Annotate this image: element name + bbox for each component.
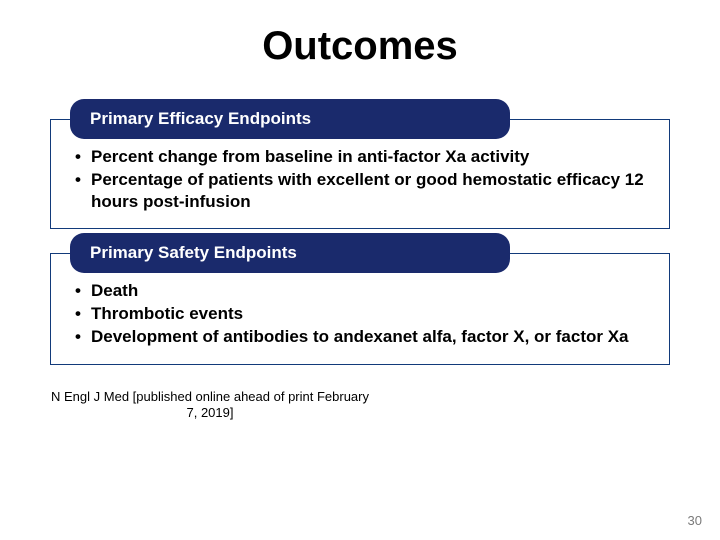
page-number: 30 (688, 513, 702, 528)
block-safety: Primary Safety Endpoints Death Thromboti… (50, 253, 670, 365)
slide-title: Outcomes (50, 24, 670, 69)
slide: Outcomes Primary Efficacy Endpoints Perc… (0, 0, 720, 540)
bullets-safety: Death Thrombotic events Development of a… (75, 280, 645, 348)
pill-safety: Primary Safety Endpoints (70, 233, 510, 273)
list-item: Percentage of patients with excellent or… (75, 169, 645, 212)
block-efficacy: Primary Efficacy Endpoints Percent chang… (50, 119, 670, 229)
citation: N Engl J Med [published online ahead of … (50, 389, 370, 422)
list-item: Development of antibodies to andexanet a… (75, 326, 645, 347)
pill-efficacy: Primary Efficacy Endpoints (70, 99, 510, 139)
list-item: Thrombotic events (75, 303, 645, 324)
list-item: Death (75, 280, 645, 301)
list-item: Percent change from baseline in anti-fac… (75, 146, 645, 167)
bullets-efficacy: Percent change from baseline in anti-fac… (75, 146, 645, 212)
